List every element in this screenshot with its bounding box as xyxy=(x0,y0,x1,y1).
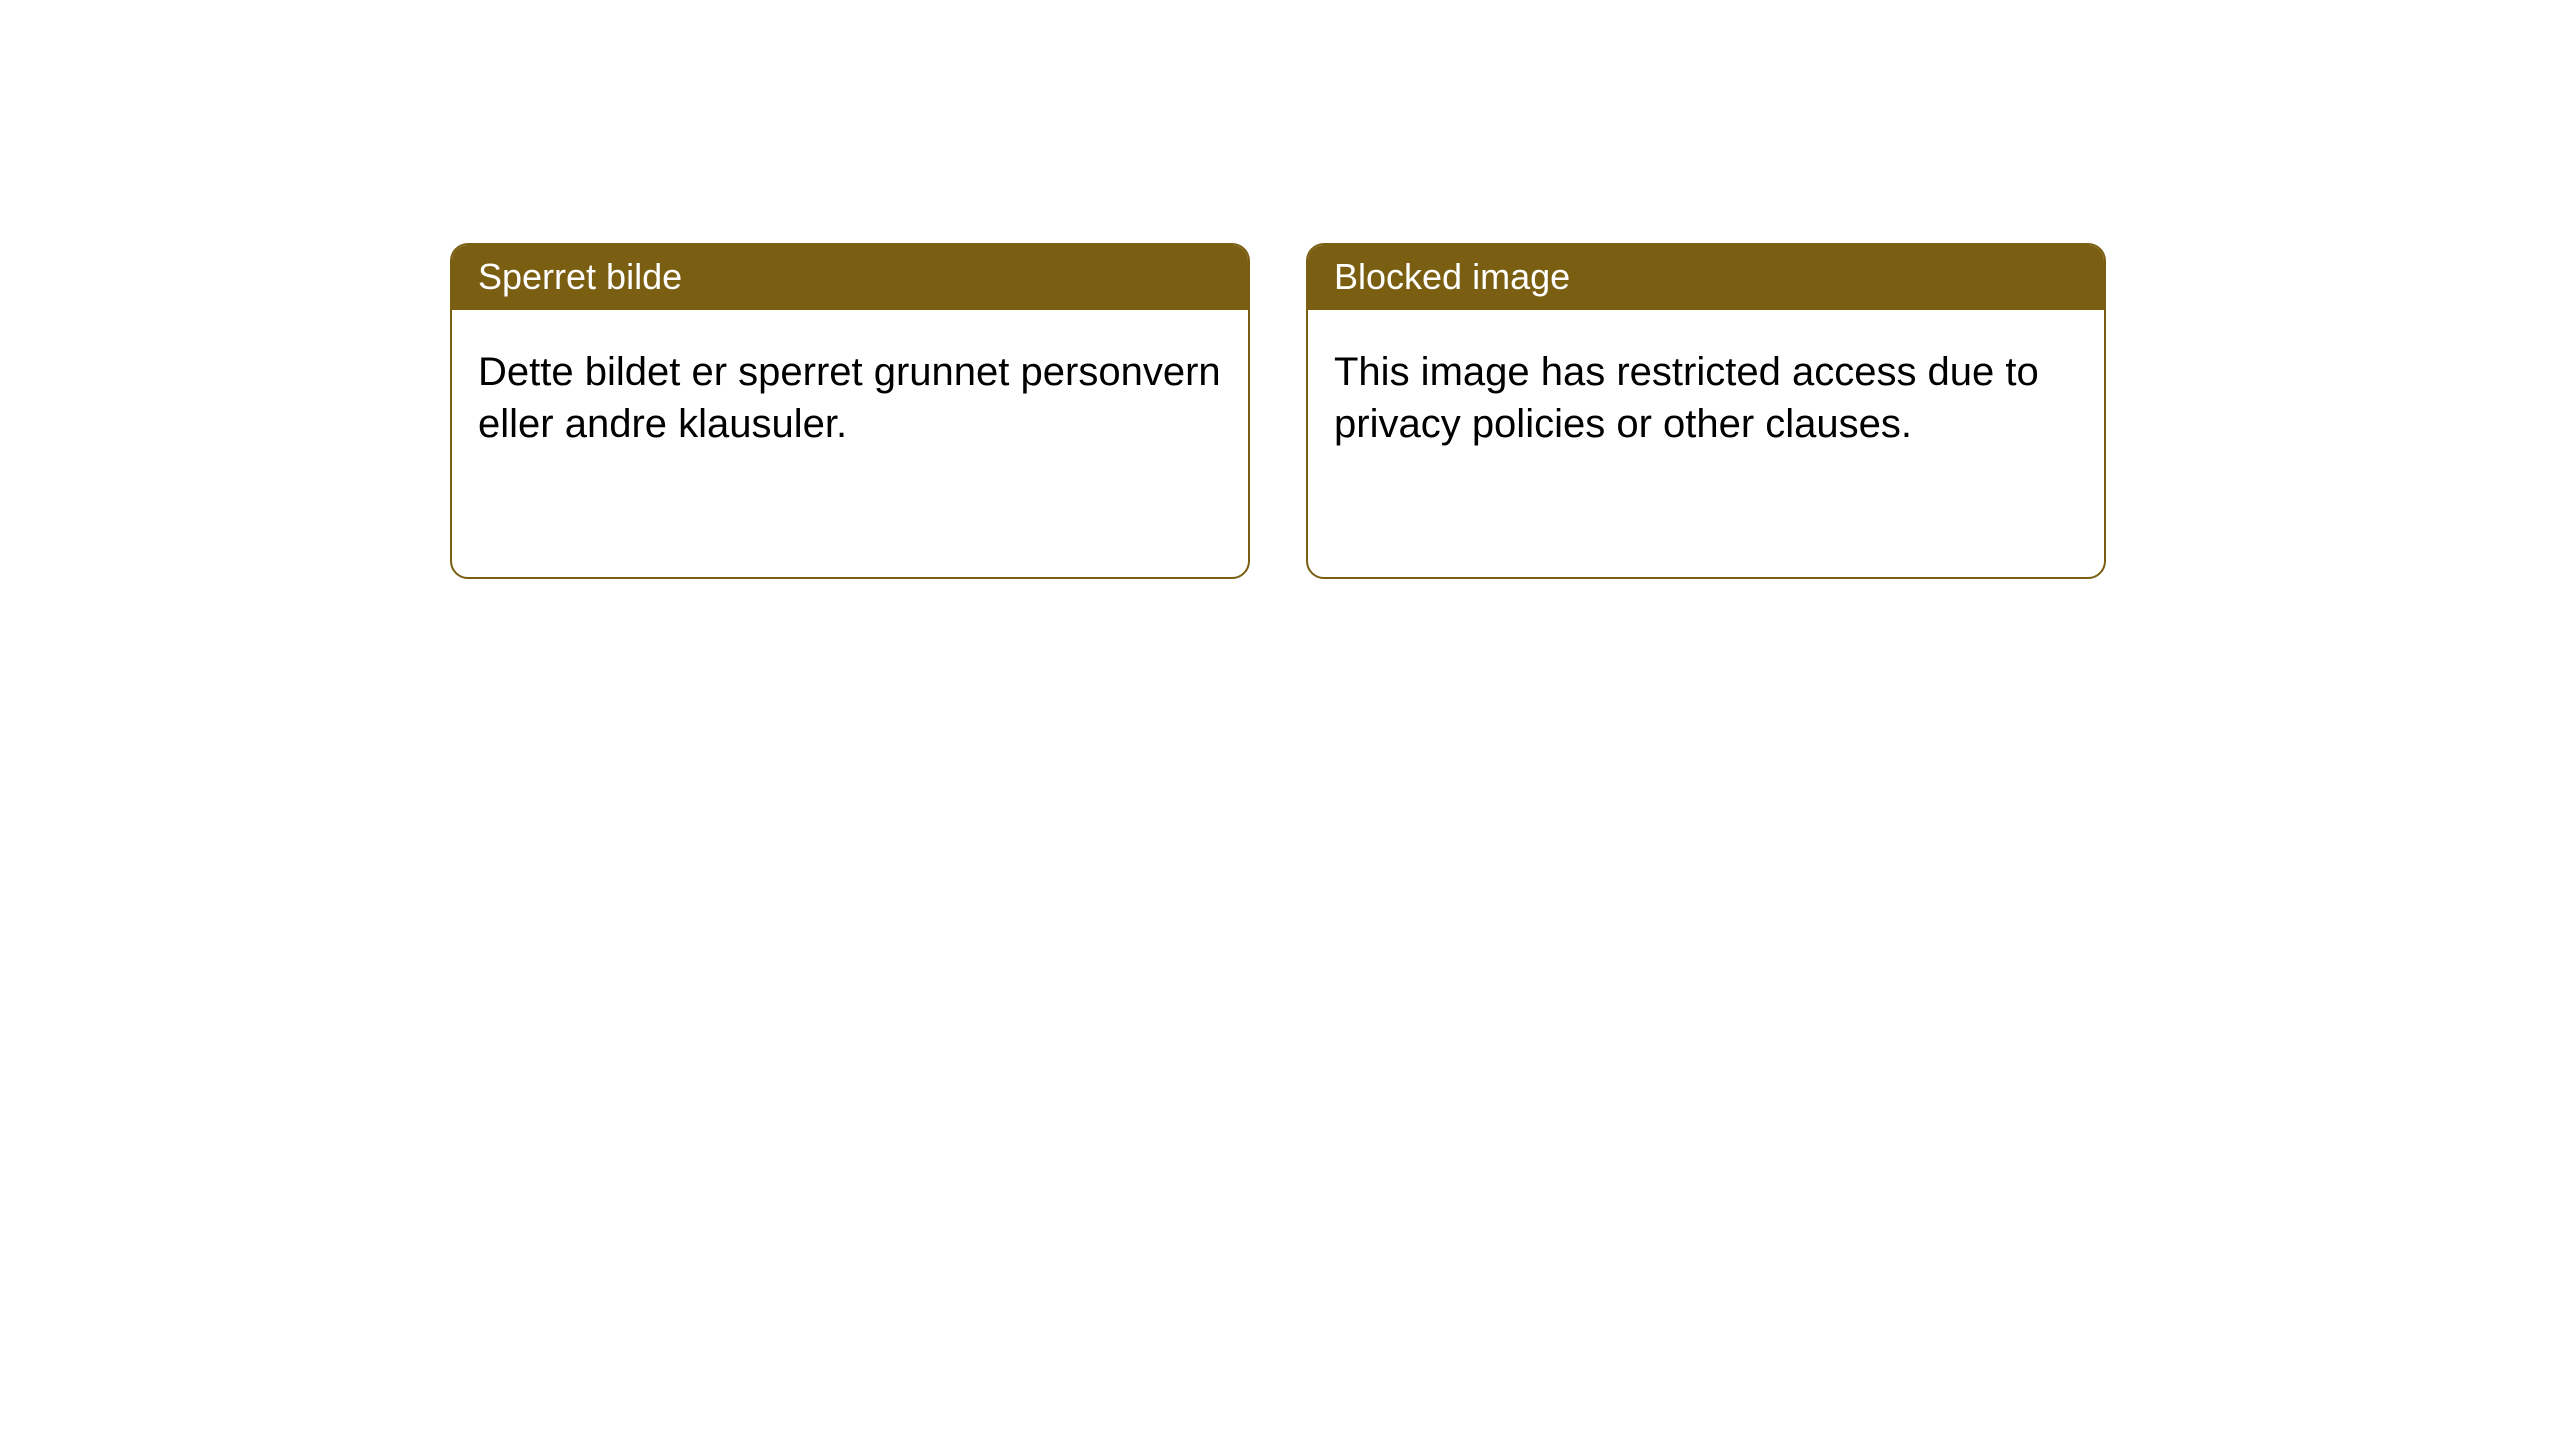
notice-card-no: Sperret bilde Dette bildet er sperret gr… xyxy=(450,243,1250,579)
notice-body-no: Dette bildet er sperret grunnet personve… xyxy=(452,310,1248,486)
notice-container: Sperret bilde Dette bildet er sperret gr… xyxy=(0,0,2560,579)
notice-title-en: Blocked image xyxy=(1308,245,2104,310)
notice-body-en: This image has restricted access due to … xyxy=(1308,310,2104,486)
notice-title-no: Sperret bilde xyxy=(452,245,1248,310)
notice-card-en: Blocked image This image has restricted … xyxy=(1306,243,2106,579)
